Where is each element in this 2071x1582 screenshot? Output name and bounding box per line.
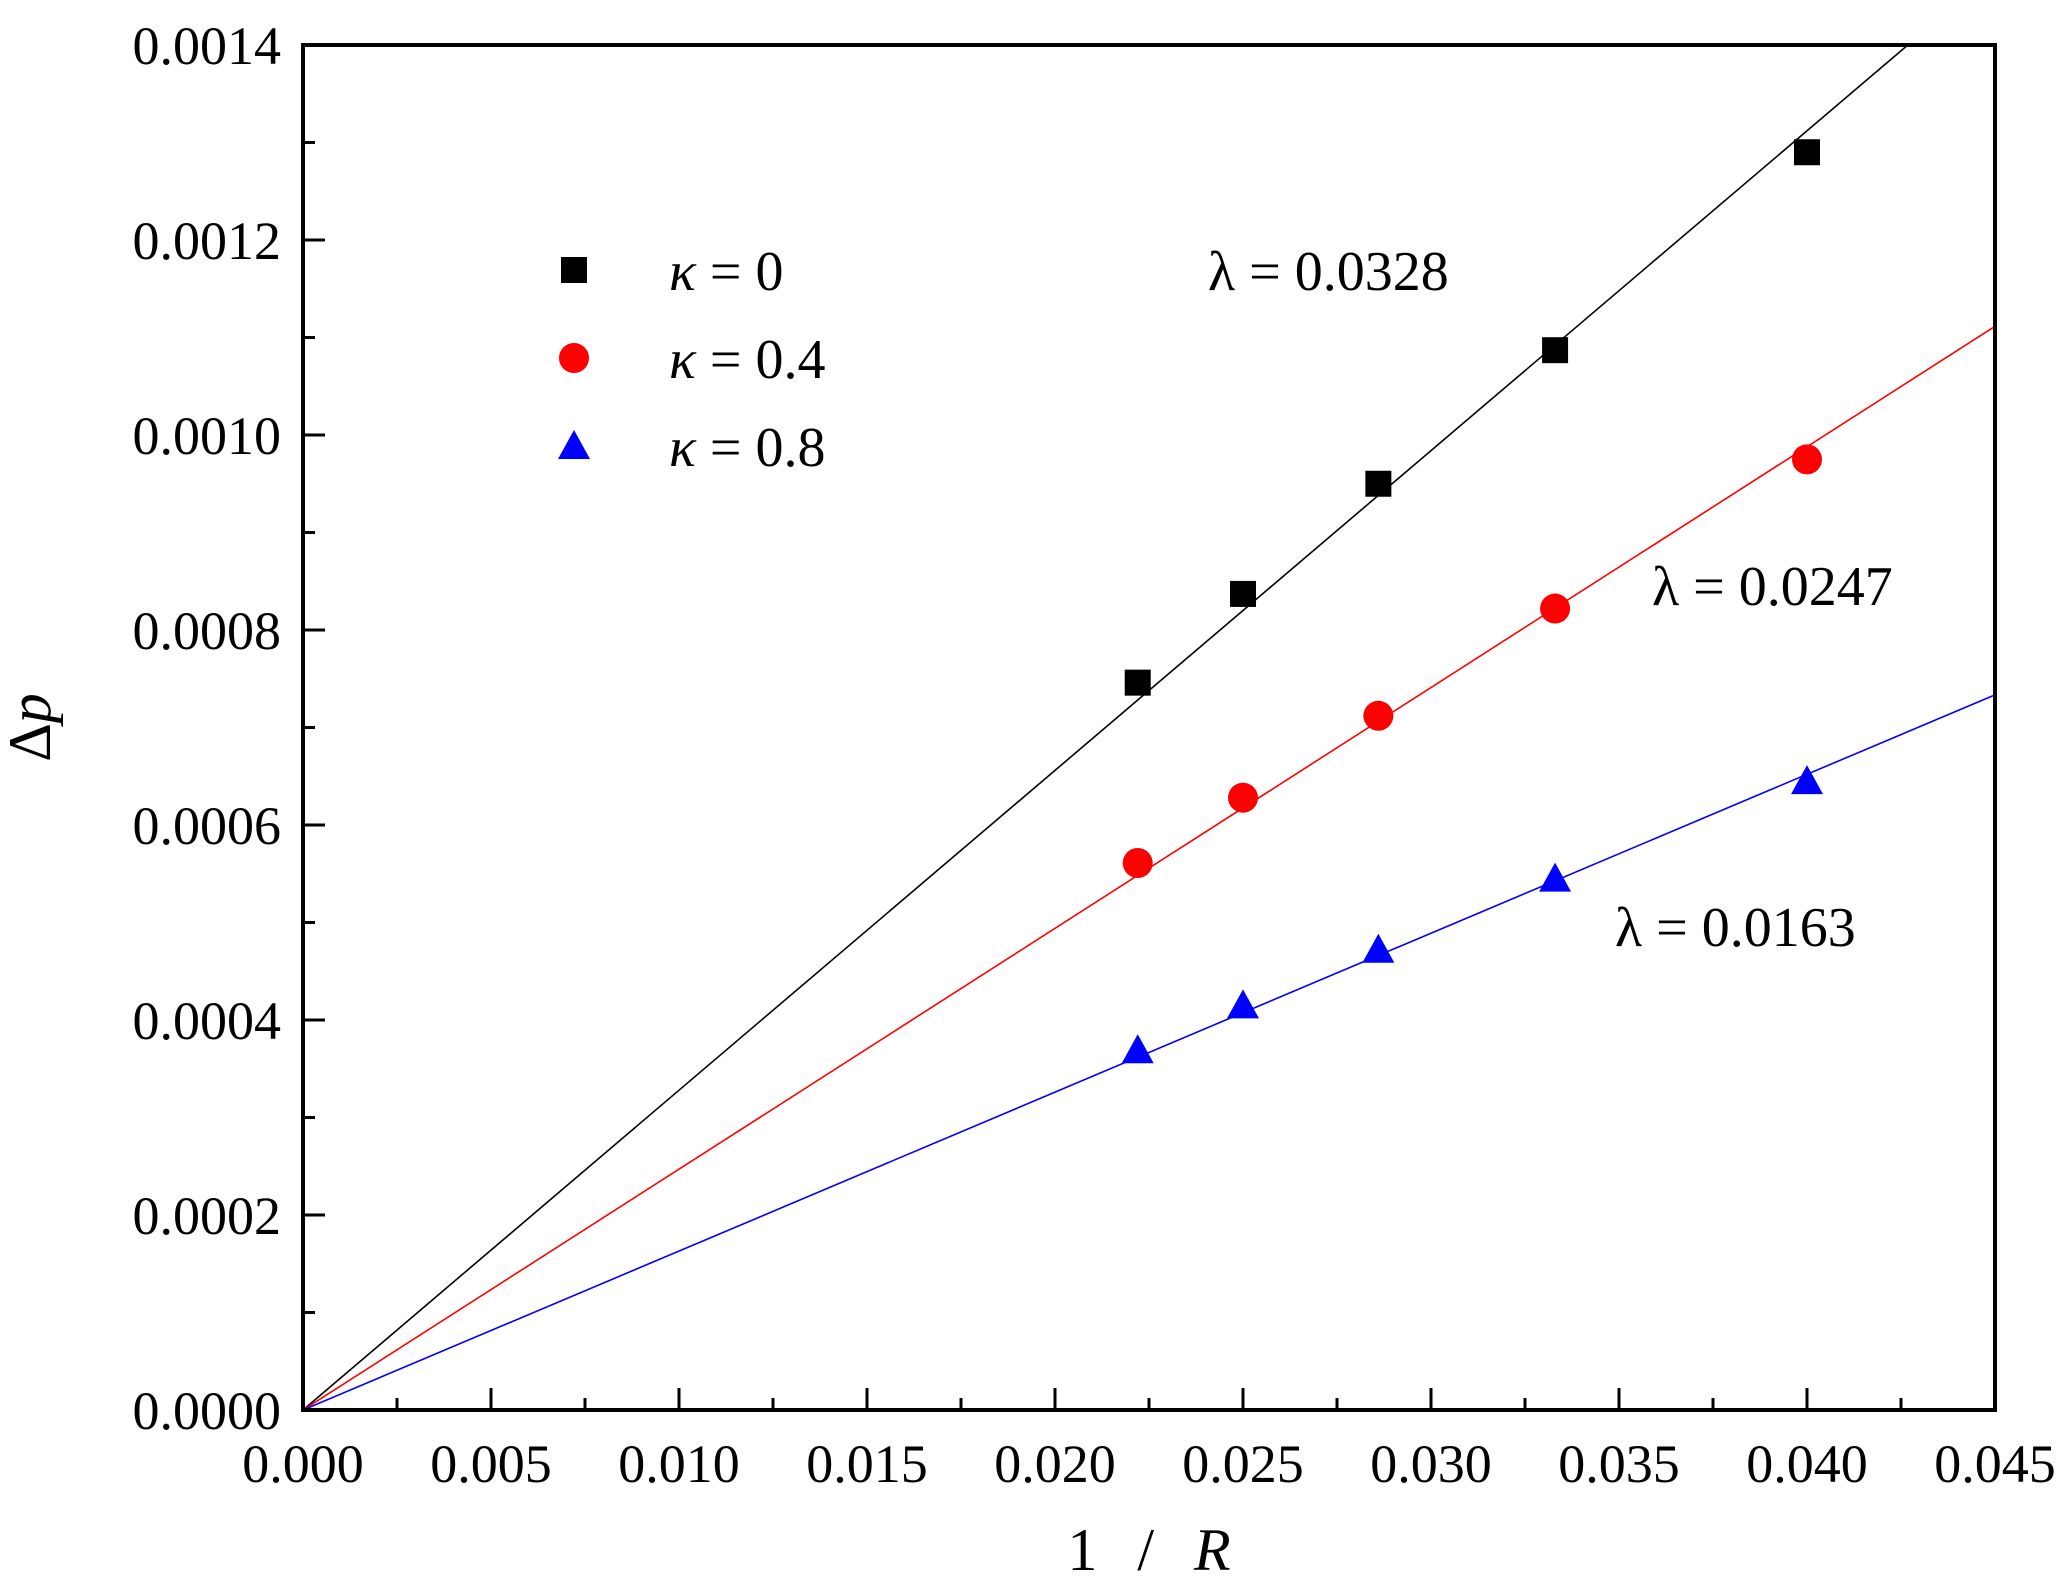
data-point-square — [1794, 139, 1820, 166]
legend-value: = 0.8 — [710, 417, 826, 479]
plot-frame — [301, 43, 1997, 1412]
fit-line — [302, 44, 1909, 1411]
y-axis: 0.0000 0.0002 0.0004 0.0006 0.0008 0.0010 0.00… — [133, 16, 325, 1441]
data-point-circle — [1792, 444, 1822, 475]
data-markers — [1121, 139, 1823, 1064]
annotation-value: = 0.0163 — [1656, 897, 1856, 959]
legend-label: κ = 0.4 — [669, 329, 825, 391]
data-point-circle — [1228, 782, 1258, 813]
y-tick-label: 0.0000 — [133, 1381, 282, 1441]
y-tick-label: 0.0012 — [133, 211, 282, 271]
legend-marker-circle — [559, 343, 589, 373]
legend-symbol: κ — [669, 329, 697, 391]
legend-value: = 0.4 — [710, 329, 826, 391]
data-point-triangle — [1362, 933, 1395, 963]
legend-marker-square — [561, 257, 587, 283]
x-tick-label: 0.035 — [1558, 1434, 1680, 1494]
data-point-square — [1542, 337, 1569, 364]
x-axis: 0.000 0.005 0.010 0.015 0.020 0.025 0.030 0.035… — [242, 1388, 2056, 1494]
annotation-symbol: λ — [1208, 241, 1235, 303]
data-point-triangle — [1227, 989, 1259, 1019]
data-point-circle — [1363, 700, 1394, 731]
data-point-circle — [1540, 593, 1571, 624]
y-axis-title: Δp — [0, 693, 63, 762]
x-tick-label: 0.000 — [242, 1434, 364, 1494]
data-point-triangle — [1121, 1034, 1154, 1064]
annotation-value: = 0.0247 — [1693, 556, 1893, 618]
x-tick-label: 0.030 — [1370, 1434, 1492, 1494]
fit-lines — [302, 44, 1996, 1411]
x-tick-label: 0.005 — [430, 1434, 552, 1494]
x-tick-label: 0.015 — [806, 1434, 928, 1494]
data-point-triangle — [1791, 765, 1823, 795]
fit-line — [302, 694, 1996, 1411]
data-point-square — [1365, 470, 1392, 497]
legend-symbol: κ — [669, 417, 697, 479]
y-tick-label: 0.0006 — [133, 796, 282, 856]
x-axis-title-var: R — [1193, 1517, 1231, 1582]
annotation-value: = 0.0328 — [1249, 241, 1449, 303]
x-tick-label: 0.040 — [1746, 1434, 1868, 1494]
annotation-symbol: λ — [1652, 556, 1679, 618]
x-axis-title-one: 1 — [1067, 1517, 1097, 1582]
x-tick-label: 0.010 — [618, 1434, 740, 1494]
data-point-circle — [1122, 848, 1153, 879]
annotation-symbol: λ — [1615, 897, 1642, 959]
y-tick-label: 0.0002 — [133, 1186, 282, 1246]
legend: κ = 0κ = 0.4κ = 0.8 — [558, 241, 825, 479]
slope-annotation: λ = 0.0247 — [1652, 556, 1893, 618]
slope-annotation: λ = 0.0328 — [1208, 241, 1449, 303]
x-tick-label: 0.025 — [1182, 1434, 1304, 1494]
x-tick-label: 0.020 — [994, 1434, 1116, 1494]
x-axis-title-slash: / — [1137, 1517, 1154, 1582]
y-tick-label: 0.0014 — [133, 16, 282, 76]
legend-marker-triangle — [558, 430, 590, 459]
data-point-square — [1124, 669, 1151, 696]
data-point-triangle — [1539, 862, 1572, 892]
x-axis-title: 1 / R — [1067, 1517, 1230, 1582]
y-tick-label: 0.0010 — [133, 406, 282, 466]
legend-label: κ = 0.8 — [669, 417, 825, 479]
y-tick-label: 0.0004 — [133, 991, 282, 1051]
slope-annotation: λ = 0.0163 — [1615, 897, 1856, 959]
legend-symbol: κ — [669, 241, 697, 303]
x-tick-label: 0.045 — [1934, 1434, 2056, 1494]
y-axis-title-var: p — [0, 693, 63, 727]
legend-value: = 0 — [710, 241, 784, 303]
y-tick-label: 0.0008 — [133, 601, 282, 661]
data-point-square — [1230, 580, 1256, 607]
y-axis-title-delta: Δ — [0, 723, 63, 762]
legend-label: κ = 0 — [669, 241, 783, 303]
